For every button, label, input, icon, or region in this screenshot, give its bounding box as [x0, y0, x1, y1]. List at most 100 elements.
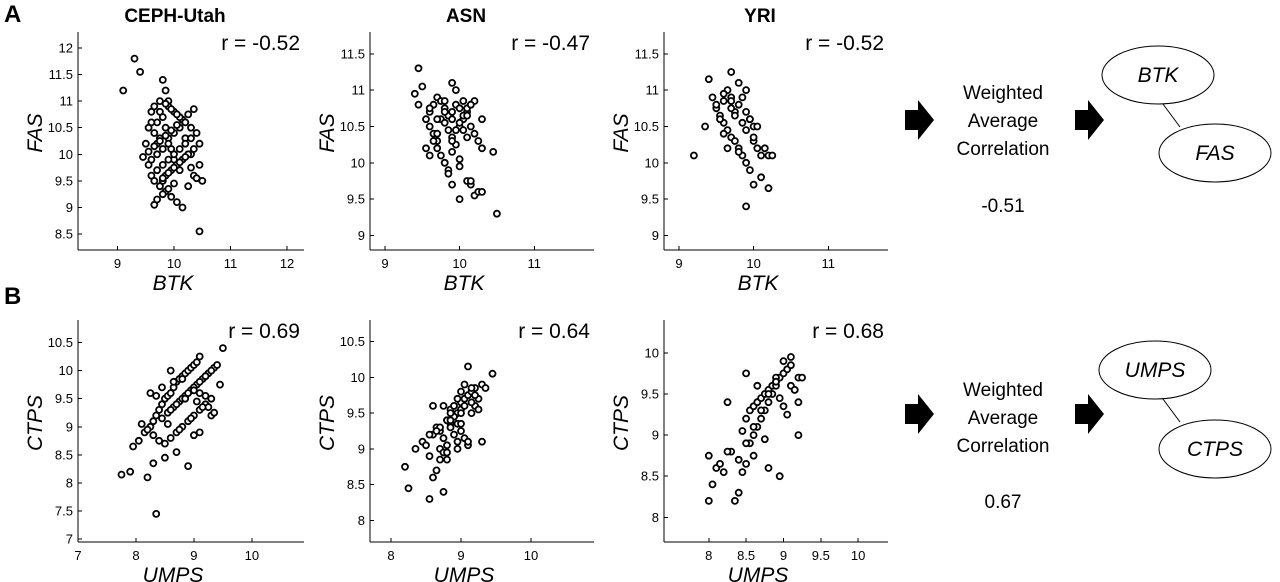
data-point	[130, 54, 139, 63]
data-point	[195, 352, 204, 361]
data-point	[734, 147, 743, 156]
data-point	[189, 145, 198, 153]
data-point	[742, 459, 750, 468]
y-tick-label: 9	[358, 441, 365, 456]
data-point	[794, 398, 803, 407]
x-tick-label: 10	[746, 256, 760, 271]
data-point	[198, 403, 207, 412]
data-point	[175, 145, 184, 153]
weighted-label-line-3: Correlation	[957, 436, 1050, 457]
data-point	[757, 406, 765, 415]
data-point	[478, 437, 486, 446]
y-tick-label: 9	[66, 200, 73, 215]
data-point	[760, 144, 769, 153]
data-point	[734, 100, 743, 109]
data-point	[160, 453, 169, 462]
scatter-plot-ceph-utah-btk-fas: 9 10 11 12 8.5 9 9.5 10 10.5 11 11.5 12 BTK FAS CEPH-U…	[24, 6, 304, 295]
data-point	[798, 373, 806, 382]
network-node-label-bottom: CTPS	[1187, 438, 1243, 461]
y-axis-title: FAS	[316, 113, 339, 152]
data-point	[429, 401, 437, 410]
data-point	[201, 391, 210, 400]
data-point	[457, 387, 465, 396]
y-tick-label: 11.5	[635, 46, 659, 61]
y-tick-label: 8	[66, 475, 73, 490]
data-point	[436, 151, 445, 160]
data-point	[184, 110, 193, 119]
weighted-average-value: -0.51	[981, 196, 1024, 217]
data-point	[440, 158, 449, 167]
scatter-plot-asn-btk-fas: 9 10 11 9 9.5 10 10.5 11 11.5 BTK FAS ASN r = -0.47	[316, 6, 594, 295]
data-point	[446, 409, 455, 418]
data-point	[161, 86, 170, 95]
data-point	[466, 100, 475, 109]
correlation-label: r = -0.52	[805, 32, 884, 55]
data-point	[160, 439, 169, 448]
data-point	[166, 405, 175, 414]
data-point	[690, 151, 698, 160]
data-point	[189, 431, 198, 440]
x-axis-title: UMPS	[434, 564, 495, 582]
y-axis-title: FAS	[610, 113, 633, 152]
data-point	[187, 163, 195, 172]
data-point	[181, 139, 190, 148]
data-point	[453, 437, 462, 446]
data-point	[457, 419, 465, 428]
y-tick-label: 9	[652, 428, 659, 443]
data-point	[201, 372, 210, 381]
data-point	[164, 155, 173, 164]
data-point	[448, 137, 457, 145]
data-point	[492, 209, 501, 218]
data-point	[457, 409, 465, 418]
arrow-right-icon	[905, 100, 934, 140]
data-point	[790, 385, 799, 394]
data-point	[716, 459, 724, 468]
data-point	[172, 198, 181, 207]
data-point	[749, 180, 758, 189]
data-point	[455, 118, 464, 127]
data-point	[422, 144, 430, 153]
data-point	[429, 473, 437, 482]
data-point	[210, 408, 219, 417]
panel-letter-b: B	[4, 283, 21, 310]
data-point	[167, 126, 176, 135]
data-point	[764, 398, 773, 407]
data-point	[455, 155, 464, 164]
data-point	[727, 104, 736, 113]
data-point	[738, 93, 747, 102]
data-point	[172, 121, 181, 129]
data-point	[158, 145, 167, 153]
column-title: ASN	[446, 6, 486, 27]
network-node-label-top: UMPS	[1125, 359, 1186, 382]
x-tick-label: 9	[190, 548, 197, 563]
y-tick-label: 10	[645, 155, 659, 170]
data-point	[450, 430, 458, 439]
data-point	[166, 434, 175, 442]
data-point	[719, 468, 728, 477]
data-point	[425, 104, 434, 113]
data-point	[775, 394, 784, 403]
y-tick-label: 9.5	[55, 391, 73, 406]
data-point	[787, 353, 795, 361]
correlation-label: r = -0.47	[511, 32, 590, 55]
scatter-plot-yri-umps-ctps: 8 8.5 9 9.5 10 8 8.5 9 9.5 10 UMPS CTPS r = 0.68	[610, 320, 888, 582]
data-point	[478, 144, 486, 153]
data-point	[749, 422, 758, 431]
weighted-label-line-3: Correlation	[957, 139, 1050, 160]
data-point	[723, 398, 732, 407]
data-point	[149, 431, 158, 440]
data-point	[478, 115, 486, 124]
network-node-label-top: BTK	[1138, 64, 1180, 87]
y-tick-label: 10.5	[340, 334, 365, 349]
data-point	[158, 414, 166, 423]
y-tick-label: 11	[60, 94, 74, 109]
y-tick-label: 9.5	[641, 192, 659, 207]
y-tick-label: 7	[66, 532, 73, 547]
data-point	[716, 115, 724, 124]
data-point	[170, 150, 178, 159]
data-point	[757, 151, 765, 160]
data-point	[723, 144, 732, 153]
data-point	[189, 386, 198, 395]
data-point	[440, 97, 449, 105]
data-point	[440, 118, 449, 127]
